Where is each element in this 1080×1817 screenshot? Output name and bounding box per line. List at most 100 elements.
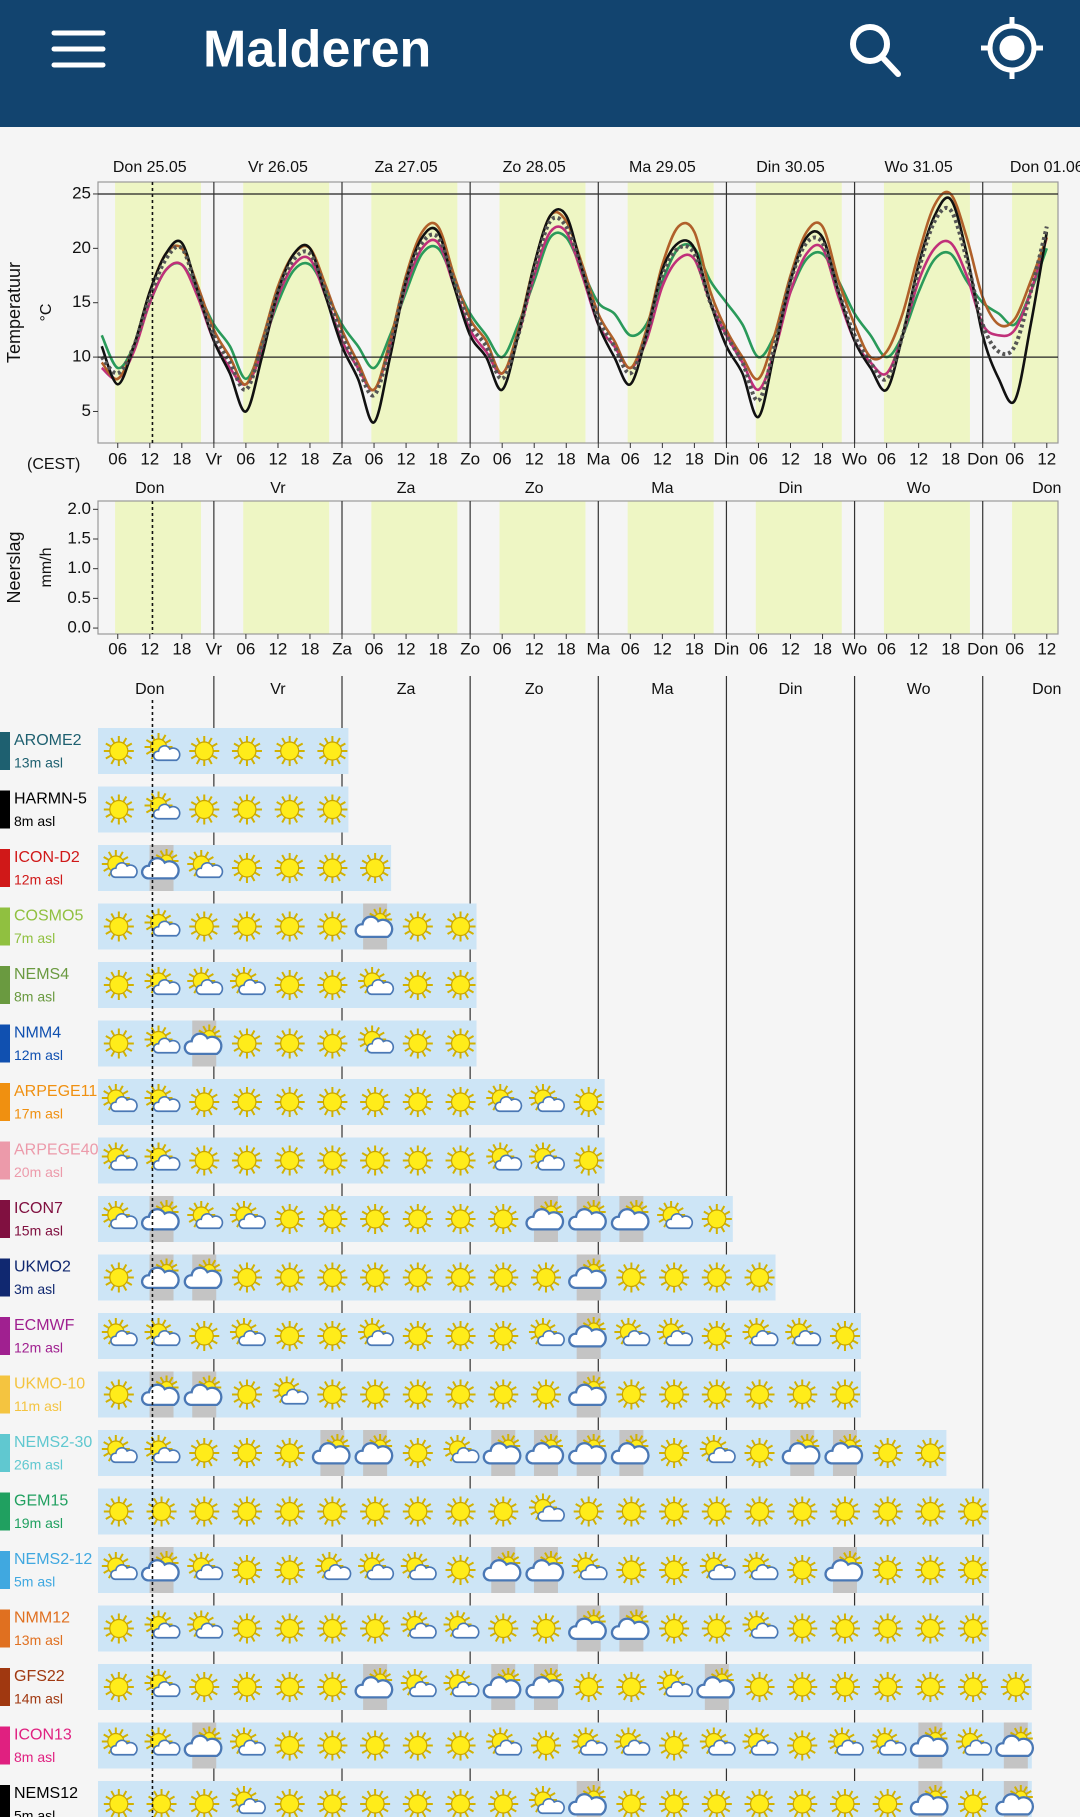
sun-ray [164, 797, 172, 803]
sun-ray [592, 1167, 598, 1174]
sun-ray [467, 988, 475, 994]
cloud-shape [366, 979, 395, 996]
model-color-bar [0, 907, 10, 946]
sun-ray [276, 1632, 283, 1637]
day-label: Don 01.06 [1010, 159, 1080, 176]
sun-ray [202, 1259, 208, 1266]
sun-ray [793, 1556, 799, 1563]
sun-ray [421, 1343, 427, 1350]
sun-ray [674, 1670, 679, 1677]
sun-ray [530, 1148, 537, 1154]
sun-ray [324, 1381, 329, 1388]
sun-ray [766, 1386, 774, 1391]
sun-disc [450, 975, 471, 995]
cloud-shape [354, 915, 394, 939]
sun-ray [254, 1093, 261, 1099]
sun-disc [322, 916, 342, 937]
sun-ray [281, 1147, 287, 1154]
sun-ray [254, 930, 261, 935]
sun-ray [254, 742, 261, 748]
model-color-bar [0, 1785, 10, 1817]
sun-ray [874, 1795, 881, 1801]
sun-ray [404, 1035, 411, 1040]
sun-ray [107, 1436, 113, 1443]
sun-disc [109, 1384, 129, 1405]
sun-icon [445, 1087, 476, 1117]
cloud-icon [183, 1020, 223, 1067]
sun-ray [575, 1152, 582, 1157]
model-elevation: 7m asl [14, 930, 55, 946]
sun-ray [211, 1259, 217, 1266]
sun-ray [641, 1439, 648, 1444]
cloud-shape [568, 1383, 607, 1407]
sun-ray [342, 1439, 349, 1444]
sun-ray [366, 1732, 372, 1739]
sun-ray [421, 1050, 427, 1057]
sun-ray [188, 973, 195, 978]
sun-ray [620, 1728, 626, 1736]
sun-icon [445, 1028, 476, 1059]
sun-ray [677, 1207, 684, 1212]
sun-ray [494, 1498, 500, 1505]
sun-icon [189, 1672, 220, 1702]
sun-ray [361, 1210, 368, 1216]
sun-ray [122, 1207, 129, 1212]
sun-ray [831, 1620, 838, 1625]
sun-ray [959, 1561, 966, 1567]
sun-ray [276, 1749, 283, 1754]
sun-ray [103, 1090, 110, 1095]
sun-ray [788, 1561, 795, 1567]
sun-ray [281, 1322, 287, 1329]
sun-disc [322, 1677, 342, 1697]
sun-ray [708, 1205, 714, 1212]
sun-ray [382, 1222, 389, 1228]
sun-ray [404, 1210, 411, 1216]
sun-ray [467, 1152, 475, 1157]
locate-button[interactable] [981, 17, 1043, 79]
sun-disc [408, 916, 428, 937]
x-tick-label: 06 [621, 639, 640, 658]
sun-ray [793, 1518, 799, 1525]
sun-ray [805, 1615, 811, 1622]
x-tick-label: 18 [429, 449, 448, 468]
sun-ray [447, 1222, 454, 1228]
sun-ray [164, 1616, 172, 1622]
sun-ray [580, 1167, 586, 1174]
sun-ray [293, 1382, 300, 1388]
x-tick-label: 06 [493, 639, 512, 658]
sun-disc [792, 1794, 812, 1814]
sun-ray [464, 1264, 469, 1271]
sun-ray [233, 1561, 240, 1567]
sun-icon [231, 1555, 262, 1585]
cloud-icon [568, 1254, 607, 1301]
sun-ray [620, 1319, 626, 1326]
sun-ray [537, 1752, 543, 1759]
sun-ray [145, 1101, 153, 1106]
sun-ray [281, 737, 287, 744]
sun-ray [195, 796, 201, 803]
sun-ray [553, 1386, 560, 1391]
sun-ray [336, 1381, 341, 1388]
sun-ray [281, 913, 287, 920]
sun-ray [595, 1259, 601, 1266]
sun-ray [852, 1678, 859, 1684]
sun-ray [361, 1105, 368, 1111]
sun-ray [316, 1569, 323, 1574]
sun-ray [1019, 1673, 1025, 1680]
search-button[interactable] [850, 24, 901, 77]
menu-button[interactable] [51, 30, 106, 68]
sun-ray [751, 1284, 756, 1291]
sun-ray [378, 1498, 384, 1505]
sun-disc [280, 858, 300, 878]
sun-ray [703, 1386, 710, 1391]
model-elevation: 11m asl [14, 1398, 62, 1414]
sun-icon [530, 1379, 561, 1410]
sun-disc [408, 975, 428, 995]
sun-ray [190, 1678, 197, 1684]
sun-cloud-icon [187, 850, 224, 879]
sun-ray [494, 1264, 500, 1271]
sun-ray [145, 1335, 153, 1340]
sun-ray [937, 1573, 944, 1579]
sun-ray [658, 1335, 665, 1340]
y-axis-unit: mm/h [38, 548, 55, 588]
